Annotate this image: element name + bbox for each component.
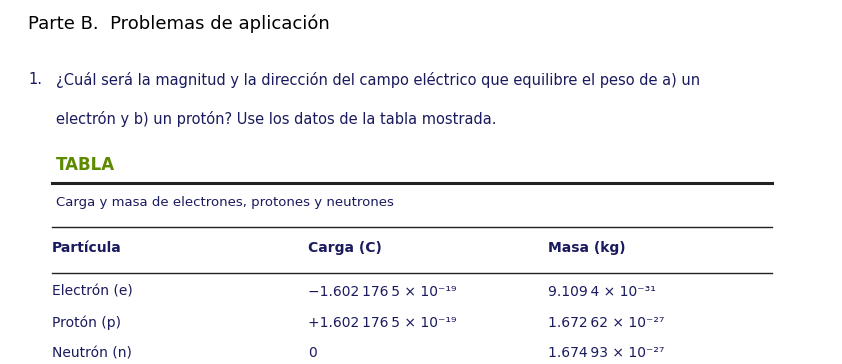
Text: Parte B.  Problemas de aplicación: Parte B. Problemas de aplicación (28, 14, 330, 33)
Text: −1.602 176 5 × 10⁻¹⁹: −1.602 176 5 × 10⁻¹⁹ (308, 285, 456, 299)
Text: TABLA: TABLA (56, 155, 115, 174)
Text: electrón y b) un protón? Use los datos de la tabla mostrada.: electrón y b) un protón? Use los datos d… (56, 111, 497, 127)
Text: 1.672 62 × 10⁻²⁷: 1.672 62 × 10⁻²⁷ (548, 316, 664, 329)
Text: Protón (p): Protón (p) (52, 316, 121, 330)
Text: Partícula: Partícula (52, 241, 122, 255)
Text: Carga y masa de electrones, protones y neutrones: Carga y masa de electrones, protones y n… (56, 197, 394, 209)
Text: 9.109 4 × 10⁻³¹: 9.109 4 × 10⁻³¹ (548, 285, 656, 299)
Text: +1.602 176 5 × 10⁻¹⁹: +1.602 176 5 × 10⁻¹⁹ (308, 316, 456, 329)
Text: Electrón (e): Electrón (e) (52, 285, 133, 299)
Text: 1.674 93 × 10⁻²⁷: 1.674 93 × 10⁻²⁷ (548, 346, 664, 360)
Text: Masa (kg): Masa (kg) (548, 241, 626, 255)
Text: 1.: 1. (28, 72, 42, 87)
Text: ¿Cuál será la magnitud y la dirección del campo eléctrico que equilibre el peso : ¿Cuál será la magnitud y la dirección de… (56, 72, 701, 88)
Text: Carga (C): Carga (C) (308, 241, 382, 255)
Text: Neutrón (n): Neutrón (n) (52, 346, 132, 360)
Text: 0: 0 (308, 346, 317, 360)
